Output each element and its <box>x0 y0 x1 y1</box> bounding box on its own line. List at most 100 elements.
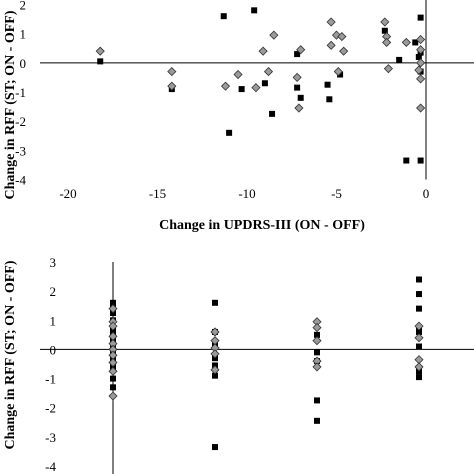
bottom-y-tick-label: -2 <box>45 401 56 416</box>
top-diamond-point <box>251 83 261 93</box>
top-diamond-point <box>414 65 424 75</box>
top-diamond-point <box>326 40 336 50</box>
top-diamond-point <box>233 69 243 80</box>
top-square-point <box>294 84 301 91</box>
top-square-point <box>337 71 344 78</box>
bottom-diamond-point <box>210 327 220 337</box>
top-y-tick-label: 1 <box>20 27 27 42</box>
bottom-y-tick-label: 1 <box>50 313 57 328</box>
top-diamond-point <box>220 81 231 91</box>
top-x-axis-title: Change in UPDRS-III (ON - OFF) <box>159 218 365 233</box>
bottom-diamond-point <box>108 366 118 376</box>
bottom-square-point <box>416 328 422 335</box>
top-diamond-point <box>380 17 390 27</box>
top-diamond-point <box>382 37 392 47</box>
bottom-square-point <box>110 375 116 382</box>
top-diamond-point <box>333 67 343 77</box>
bottom-diamond-point <box>108 321 118 331</box>
top-diamond-point <box>167 81 177 91</box>
top-square-point <box>220 13 227 20</box>
top-diamond-point <box>326 17 336 27</box>
top-diamond-point <box>167 67 177 77</box>
bottom-scatter-chart: -4 -3 -2 -1 0 1 2 3 <box>40 255 474 474</box>
bottom-y-axis-title: Change in RFF (ST; ON - OFF) <box>3 260 18 449</box>
bottom-y-tick-label: -1 <box>45 372 56 387</box>
bottom-square-point <box>314 417 320 424</box>
bottom-y-tick-label: -4 <box>45 459 56 474</box>
top-square-point <box>415 54 422 60</box>
top-y-axis-title: Change in RFF (ST; ON - OFF) <box>3 10 18 199</box>
top-diamond-point <box>401 37 411 47</box>
bottom-diamond-point <box>414 362 424 372</box>
bottom-diamond-point <box>414 333 424 343</box>
top-x-tick-label: -20 <box>59 186 76 201</box>
bottom-diamond-point <box>210 349 220 359</box>
bottom-y-tick-label: 2 <box>50 284 57 299</box>
bottom-square-point <box>110 384 116 391</box>
top-diamond-point <box>292 72 302 82</box>
top-square-point <box>238 86 245 93</box>
top-diamond-point <box>416 74 426 84</box>
bottom-diamond-point <box>108 391 118 401</box>
bottom-square-point <box>314 331 320 338</box>
top-diamond-point <box>296 45 306 55</box>
bottom-y-tick-label: -3 <box>45 430 56 445</box>
bottom-diamond-point <box>312 323 322 333</box>
top-square-point <box>396 56 403 63</box>
bottom-square-point <box>212 299 218 306</box>
bottom-square-point <box>212 372 218 379</box>
top-square-point <box>226 129 233 136</box>
bottom-square-point <box>110 299 116 306</box>
top-square-point <box>417 14 424 21</box>
top-diamond-point <box>263 67 274 77</box>
top-square-point <box>297 94 304 101</box>
top-square-point <box>261 80 268 87</box>
top-square-point <box>294 51 301 58</box>
bottom-square-point <box>416 276 422 283</box>
top-diamond-point <box>294 103 304 113</box>
top-x-tick-label: -5 <box>331 186 342 201</box>
top-y-tick-label: -3 <box>15 143 26 158</box>
bottom-square-point <box>416 343 422 350</box>
bottom-square-point <box>416 305 422 312</box>
top-x-tick-label: -15 <box>149 186 166 201</box>
top-y-tick-label: 2 <box>20 0 27 13</box>
top-y-tick-label: -4 <box>15 173 26 188</box>
bottom-diamond-point <box>414 321 424 331</box>
top-square-point <box>417 157 424 164</box>
top-square-point <box>251 7 258 14</box>
top-x-tick-label: -10 <box>238 186 255 201</box>
top-square-point <box>326 96 333 103</box>
top-square-point <box>324 81 331 88</box>
bottom-diamond-point <box>108 357 118 368</box>
top-square-point <box>381 27 388 34</box>
top-diamond-point <box>339 46 349 56</box>
bottom-diamond-point <box>210 365 220 375</box>
top-diamond-point <box>416 58 426 68</box>
bottom-square-point <box>416 374 422 381</box>
top-x-tick-label: 0 <box>423 186 430 201</box>
bottom-square-point <box>314 349 320 356</box>
bottom-y-tick-label: 0 <box>50 342 57 357</box>
top-square-point <box>412 39 419 46</box>
top-diamond-point <box>95 46 105 56</box>
top-diamond-point <box>269 30 279 40</box>
top-y-tick-label: -2 <box>15 114 26 129</box>
bottom-square-point <box>314 397 320 404</box>
top-square-point <box>269 110 276 117</box>
top-square-point <box>403 157 410 164</box>
top-diamond-point <box>337 32 347 42</box>
bottom-diamond-point <box>108 304 118 314</box>
top-diamond-point <box>416 103 426 113</box>
top-diamond-point <box>258 46 268 56</box>
bottom-square-point <box>212 444 218 451</box>
top-diamond-point <box>416 45 426 55</box>
top-diamond-point <box>383 64 393 74</box>
bottom-y-tick-label: 3 <box>50 255 57 270</box>
top-square-point <box>97 58 104 65</box>
top-y-tick-label: -1 <box>15 85 26 100</box>
bottom-diamond-point <box>312 336 322 346</box>
top-y-tick-label: 0 <box>20 56 27 71</box>
